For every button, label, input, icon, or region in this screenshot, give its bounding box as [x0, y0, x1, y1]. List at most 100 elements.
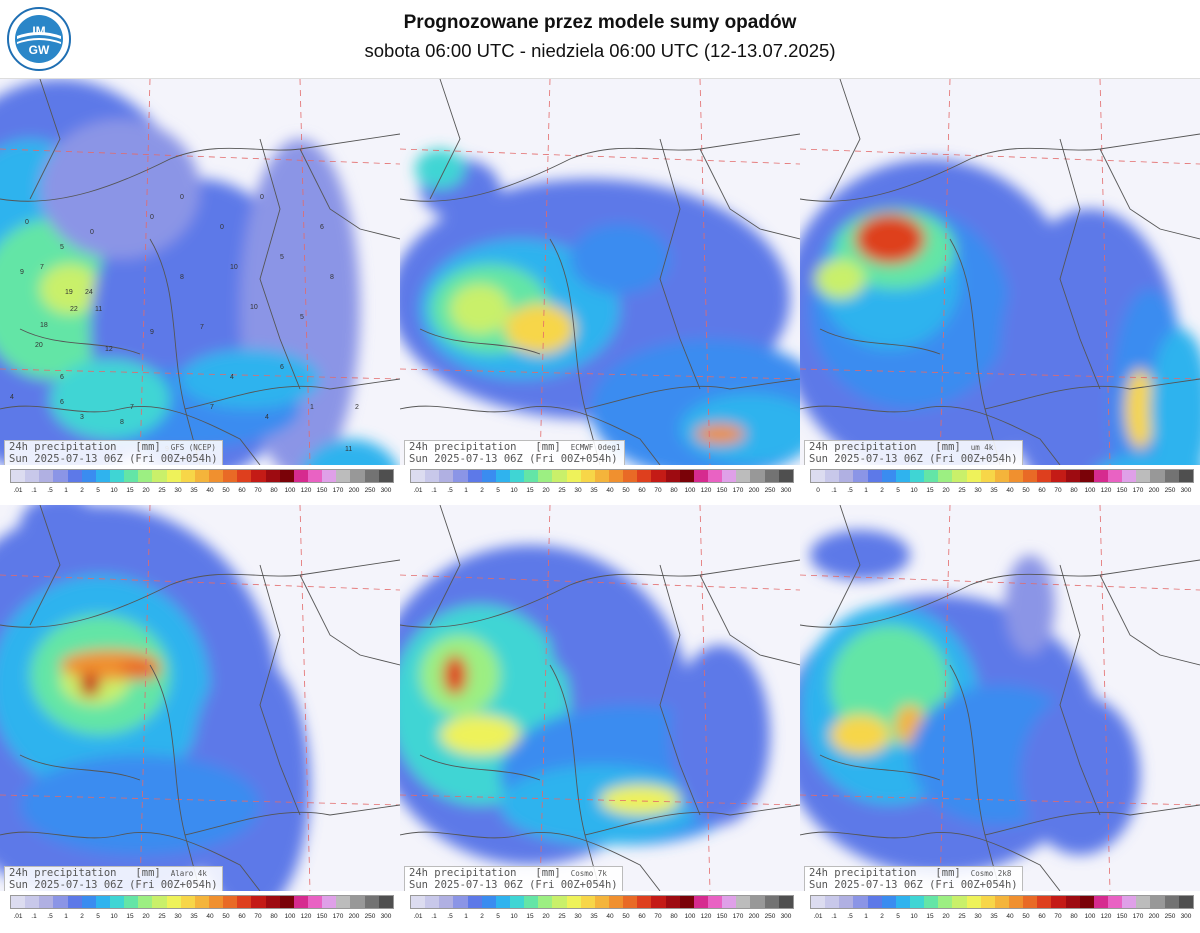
colorbar-tick-label: 40: [206, 913, 214, 920]
colorbar-swatch: [1065, 896, 1080, 908]
graticule-line: [0, 148, 400, 165]
colorbar-swatch: [909, 896, 925, 908]
colorbar-tick-label: 70: [654, 913, 662, 920]
precipitation-map-cosmo-7k: [400, 505, 800, 891]
colorbar-tick-label: 200: [748, 913, 760, 920]
graticule-line: [800, 574, 1200, 591]
colorbar-swatch: [453, 470, 468, 482]
country-border: [400, 405, 661, 465]
colorbar-swatch: [180, 470, 195, 482]
colorbar-swatch: [481, 470, 496, 482]
colorbar-tick-label: 35: [590, 913, 598, 920]
colorbar-swatch: [322, 470, 337, 482]
colorbar-tick-label: 200: [748, 487, 760, 494]
colorbar-tick-label: 120: [700, 487, 712, 494]
point-value-label: 10: [230, 264, 238, 271]
colorbar-swatch: [1065, 470, 1080, 482]
colorbar-swatch: [867, 896, 882, 908]
point-value-label: 0: [25, 219, 29, 226]
colorbar-tick-label: 60: [638, 487, 646, 494]
precipitation-area: [415, 149, 465, 189]
panel-caption: 24h precipitation [mm] GFS (NCEP) Sun 2025…: [4, 440, 223, 465]
colorbar-swatch: [938, 470, 953, 482]
precipitation-area: [40, 119, 200, 259]
colorbar-swatch: [495, 896, 510, 908]
country-border: [149, 238, 201, 465]
colorbar-swatch: [81, 470, 96, 482]
colorbar-swatch: [623, 470, 638, 482]
colorbar-swatch: [722, 470, 737, 482]
graticule-line: [699, 79, 711, 465]
country-border: [184, 378, 400, 410]
colorbar-tick-label: 5: [896, 913, 900, 920]
colorbar-labels: .01.1.5 1 2 5 10 15 20 25 30 35 40 50 60 70 80 100 120 15…: [810, 913, 1194, 927]
colorbar-tick-label: 35: [990, 913, 998, 920]
colorbar-tick-label: 50: [1022, 913, 1030, 920]
colorbar-tick-label: 25: [158, 487, 166, 494]
caption-valid-time: Sun 2025-07-13 06Z (Fri 00Z+054h): [809, 879, 1018, 891]
country-border: [429, 79, 461, 200]
colorbar-tick-label: 200: [1148, 487, 1160, 494]
precipitation-area: [855, 214, 925, 264]
colorbar-swatch: [279, 470, 294, 482]
colorbar-swatch: [11, 896, 26, 908]
colorbar-swatch: [364, 470, 379, 482]
colorbar-swatch: [152, 470, 167, 482]
colorbar-swatch: [1164, 470, 1179, 482]
colorbar-swatches: [410, 469, 794, 483]
precipitation-area: [120, 660, 160, 680]
caption-variable-label: 24h precipitation [mm]: [409, 441, 561, 453]
colorbar-tick-label: 100: [684, 913, 696, 920]
colorbar-swatch: [966, 470, 981, 482]
colorbar-swatch: [750, 896, 765, 908]
precipitation-map-cosmo-2k8: [800, 505, 1200, 891]
colorbar-swatch: [665, 896, 680, 908]
precipitation-area: [1150, 329, 1200, 465]
colorbar-tick-label: 10: [110, 487, 118, 494]
point-value-label: 11: [95, 306, 102, 313]
colorbar-tick-label: 50: [622, 913, 630, 920]
colorbar-tick-label: 30: [574, 487, 582, 494]
colorbar-tick-label: 80: [1070, 487, 1078, 494]
colorbar-tick-label: 40: [206, 487, 214, 494]
colorbar-tick-label: 70: [1054, 913, 1062, 920]
colorbar-swatch: [839, 470, 854, 482]
colorbar: .01.1.5 1 2 5 10 15 20 25 30 35 40 50 60 70 80 100 120 15…: [0, 469, 400, 505]
model-panel-alaro-4k: 24h precipitation [mm] Alaro 4k Sun 2025-0…: [0, 505, 400, 933]
caption-label-line: 24h precipitation [mm] Cosmo 7k: [409, 868, 618, 879]
colorbar-swatch: [707, 470, 723, 482]
graticule-line: [939, 505, 951, 891]
colorbar-swatch: [81, 896, 96, 908]
colorbar-tick-label: 200: [348, 913, 360, 920]
colorbar-swatch: [895, 470, 910, 482]
model-panel-cosmo-7k: 24h precipitation [mm] Cosmo 7k Sun 2025-0…: [400, 505, 800, 933]
colorbar-swatch: [1150, 470, 1165, 482]
logo-text-bottom: GW: [29, 43, 50, 57]
graticule-line: [939, 79, 951, 465]
country-border: [584, 378, 800, 410]
colorbar-tick-label: 120: [300, 487, 312, 494]
colorbar-tick-label: 100: [1084, 487, 1096, 494]
colorbar-swatch: [867, 470, 882, 482]
point-value-label: 5: [280, 254, 284, 261]
point-value-label: 3: [80, 414, 84, 421]
colorbar-tick-label: 30: [974, 913, 982, 920]
colorbar-tick-label: 60: [1038, 913, 1046, 920]
colorbar-swatch: [1178, 470, 1193, 482]
colorbar-tick-label: 40: [606, 913, 614, 920]
colorbar-tick-label: 15: [526, 913, 534, 920]
colorbar-tick-label: 170: [1132, 913, 1144, 920]
country-border: [699, 574, 800, 666]
colorbar-tick-label: 35: [590, 487, 598, 494]
colorbar-swatch: [1037, 896, 1052, 908]
colorbar-tick-label: 25: [558, 487, 566, 494]
colorbar-tick-label: 50: [622, 487, 630, 494]
panel-caption: 24h precipitation [mm] Cosmo 2k8 Sun 2025-…: [804, 866, 1023, 891]
precipitation-area: [1100, 454, 1200, 465]
colorbar-tick-label: 60: [238, 487, 246, 494]
colorbar-swatch: [1136, 896, 1151, 908]
point-value-label: 18: [40, 322, 48, 329]
colorbar-swatches: [810, 895, 1194, 909]
colorbar-tick-label: 120: [1100, 913, 1112, 920]
colorbar-tick-label: 80: [670, 913, 678, 920]
